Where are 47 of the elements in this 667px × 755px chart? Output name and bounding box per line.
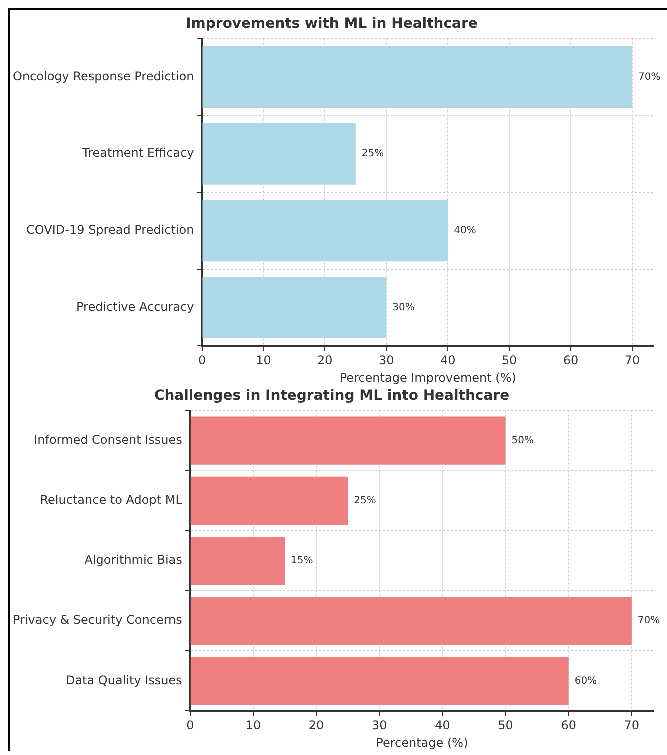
x-tick-label: 40 <box>435 718 450 733</box>
bar <box>202 46 632 108</box>
chart-title: Improvements with ML in Healthcare <box>186 16 478 32</box>
x-axis-title: Percentage Improvement (%) <box>340 370 516 385</box>
x-tick-label: 0 <box>198 354 206 368</box>
x-tick-label: 0 <box>186 718 194 733</box>
bar <box>190 416 506 465</box>
y-tick-label: Reluctance to Adopt ML <box>40 493 183 508</box>
bar <box>190 536 286 586</box>
data-label: 40% <box>454 226 476 237</box>
y-tick-label: Algorithmic Bias <box>84 553 182 568</box>
data-label: 25% <box>354 496 376 507</box>
x-tick-label: 10 <box>256 354 272 368</box>
data-label: 60% <box>574 676 598 687</box>
data-label: 25% <box>362 148 384 160</box>
bar <box>190 657 569 706</box>
x-tick-label: 60 <box>563 354 579 368</box>
x-tick-label: 40 <box>440 354 456 368</box>
x-tick-label: 50 <box>498 718 514 733</box>
bar <box>202 123 356 185</box>
chart-title: Challenges in Integrating ML into Healthcare <box>154 388 510 404</box>
y-tick-label: COVID-19 Spread Prediction <box>26 223 194 238</box>
x-tick-label: 20 <box>318 354 333 368</box>
y-tick-label: Informed Consent Issues <box>34 432 182 447</box>
x-tick-label: 70 <box>624 354 640 368</box>
x-tick-label: 50 <box>502 354 518 368</box>
bar <box>202 277 387 339</box>
bar <box>202 200 448 262</box>
x-axis-title: Percentage (%) <box>376 736 468 750</box>
data-label: 15% <box>291 556 314 567</box>
x-tick-label: 20 <box>308 718 324 733</box>
y-tick-label: Oncology Response Prediction <box>12 69 194 84</box>
x-tick-label: 30 <box>379 354 394 368</box>
data-label: 30% <box>392 302 415 314</box>
data-label: 50% <box>512 435 534 446</box>
data-label: 70% <box>638 72 661 83</box>
x-tick-label: 70 <box>624 718 640 733</box>
y-tick-label: Data Quality Issues <box>66 673 182 688</box>
y-tick-label: Treatment Efficacy <box>82 146 194 160</box>
bar <box>190 476 348 525</box>
x-tick-label: 10 <box>246 718 262 733</box>
x-tick-label: 60 <box>561 718 576 733</box>
bar <box>190 597 632 646</box>
data-label: 70% <box>638 616 660 627</box>
y-tick-label: Predictive Accuracy <box>76 300 194 314</box>
y-tick-label: Privacy & Security Concerns <box>12 613 182 628</box>
x-tick-label: 30 <box>372 718 388 733</box>
